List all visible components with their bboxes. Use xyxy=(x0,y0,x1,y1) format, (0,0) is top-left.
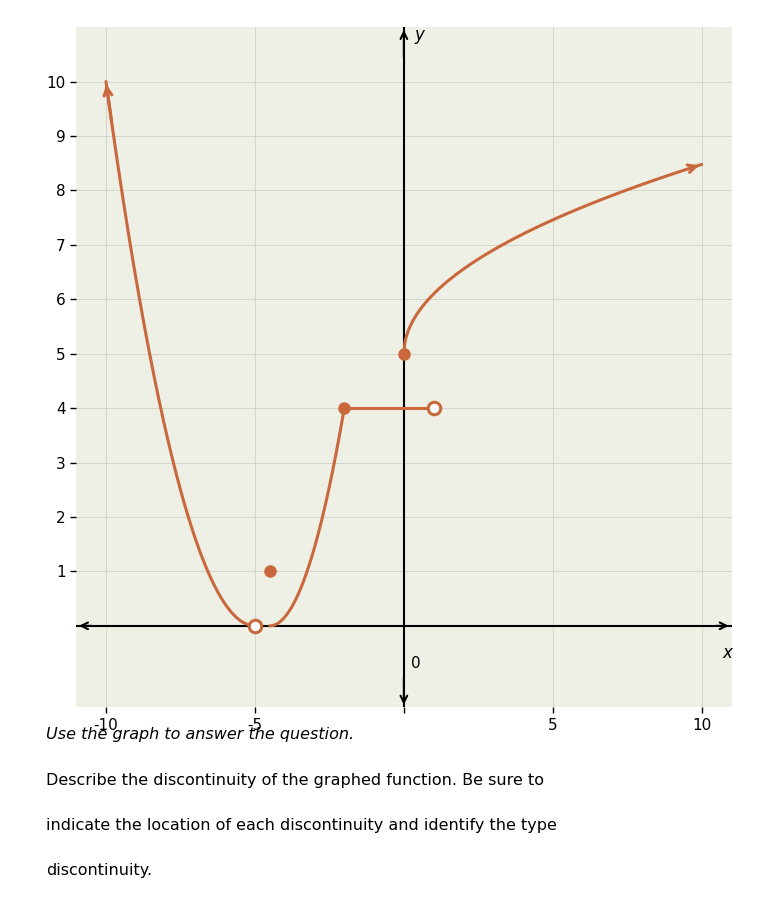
Text: x: x xyxy=(722,644,732,662)
Text: indicate the location of each discontinuity and identify the type: indicate the location of each discontinu… xyxy=(46,818,556,833)
Text: y: y xyxy=(415,25,424,44)
Text: Describe the discontinuity of the graphed function. Be sure to: Describe the discontinuity of the graphe… xyxy=(46,773,544,787)
Text: discontinuity.: discontinuity. xyxy=(46,863,152,878)
Text: Use the graph to answer the question.: Use the graph to answer the question. xyxy=(46,727,354,742)
Text: 0: 0 xyxy=(411,656,421,671)
